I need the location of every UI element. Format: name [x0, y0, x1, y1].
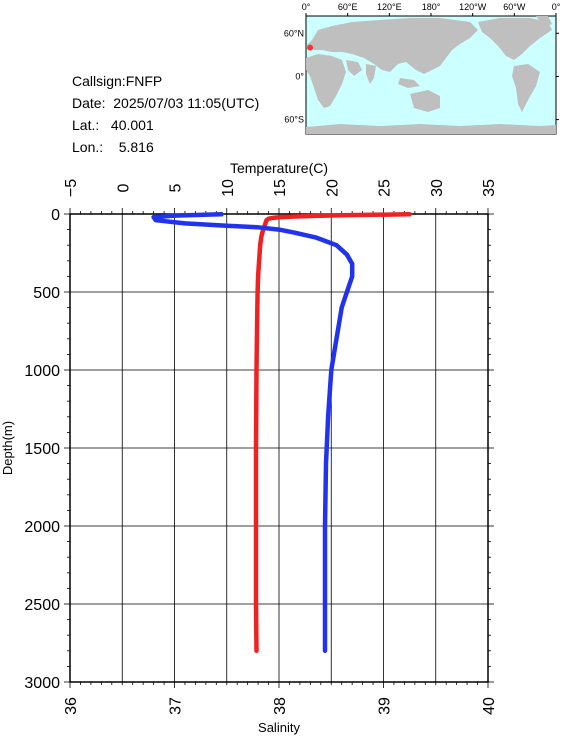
date-text: Date: 2025/07/03 11:05(UTC): [72, 95, 260, 111]
eurasia-landmass: [306, 18, 478, 74]
temperature-tick-label: 5: [168, 183, 185, 192]
map-longitude-label: 0°: [552, 2, 561, 12]
indonesia-landmass: [398, 78, 420, 88]
station-location-marker: [307, 44, 314, 51]
map-latitude-label: 60°N: [284, 28, 304, 38]
temperature-tick-label: 0: [115, 183, 132, 192]
top-axis-label: Temperature(C): [230, 160, 328, 176]
latitude-text: Lat.: 40.001: [72, 117, 154, 133]
temperature-tick-label: 35: [481, 179, 498, 197]
arabia-landmass: [346, 60, 362, 76]
longitude-text: Lon.: 5.816: [72, 139, 154, 155]
depth-tick-label: 0: [51, 207, 60, 224]
map-longitude-label: 60°W: [503, 2, 526, 12]
salinity-tick-label: 37: [168, 697, 185, 715]
y-axis-label: Depth(m): [0, 421, 15, 475]
india-landmass: [366, 64, 376, 84]
callsign-text: Callsign:FNFP: [72, 73, 163, 89]
depth-tick-label: 2500: [24, 597, 60, 614]
north-america-landmass: [478, 18, 552, 60]
australia-landmass: [410, 90, 440, 112]
map-longitude-label: 180°: [422, 2, 441, 12]
map-longitude-label: 0°: [302, 2, 311, 12]
map-latitude-label: 0°: [295, 71, 304, 81]
south-america-landmass: [512, 64, 540, 112]
temperature-tick-label: 15: [272, 179, 289, 197]
map-longitude-label: 60°E: [338, 2, 358, 12]
depth-tick-label: 3000: [24, 675, 60, 692]
temperature-tick-label: 25: [377, 179, 394, 197]
temperature-tick-label: 30: [429, 179, 446, 197]
profile-plot: −5 0 5 10 15 20 25 30 35 36 37 38 39 40 050010001500…: [0, 160, 498, 735]
map-longitude-label: 120°E: [377, 2, 402, 12]
salinity-tick-label: 36: [63, 697, 80, 715]
world-map-inset: 0° 60°E 120°E 180° 120°W 60°W 0° 60°N 0° 60°S: [284, 2, 561, 135]
depth-tick-label: 2000: [24, 519, 60, 536]
greenland-landmass: [536, 16, 552, 28]
salinity-tick-label: 38: [272, 697, 289, 715]
salinity-tick-label: 39: [377, 697, 394, 715]
temperature-tick-label: 10: [220, 179, 237, 197]
depth-tick-label: 1500: [24, 441, 60, 458]
bottom-axis-label: Salinity: [258, 720, 300, 735]
depth-tick-label: 1000: [24, 363, 60, 380]
map-longitude-label: 120°W: [459, 2, 487, 12]
temperature-tick-label: 20: [324, 179, 341, 197]
salinity-profile-line: [151, 212, 355, 654]
map-land: [306, 16, 556, 134]
map-latitude-label: 60°S: [284, 115, 304, 125]
depth-tick-label: 500: [33, 285, 60, 302]
salinity-tick-label: 40: [481, 697, 498, 715]
station-metadata: Callsign:FNFP Date: 2025/07/03 11:05(UTC…: [72, 70, 259, 158]
temperature-profile-line: [253, 212, 412, 654]
africa-landmass: [306, 54, 346, 108]
antarctica-landmass: [306, 124, 556, 134]
temperature-tick-label: −5: [63, 179, 80, 197]
